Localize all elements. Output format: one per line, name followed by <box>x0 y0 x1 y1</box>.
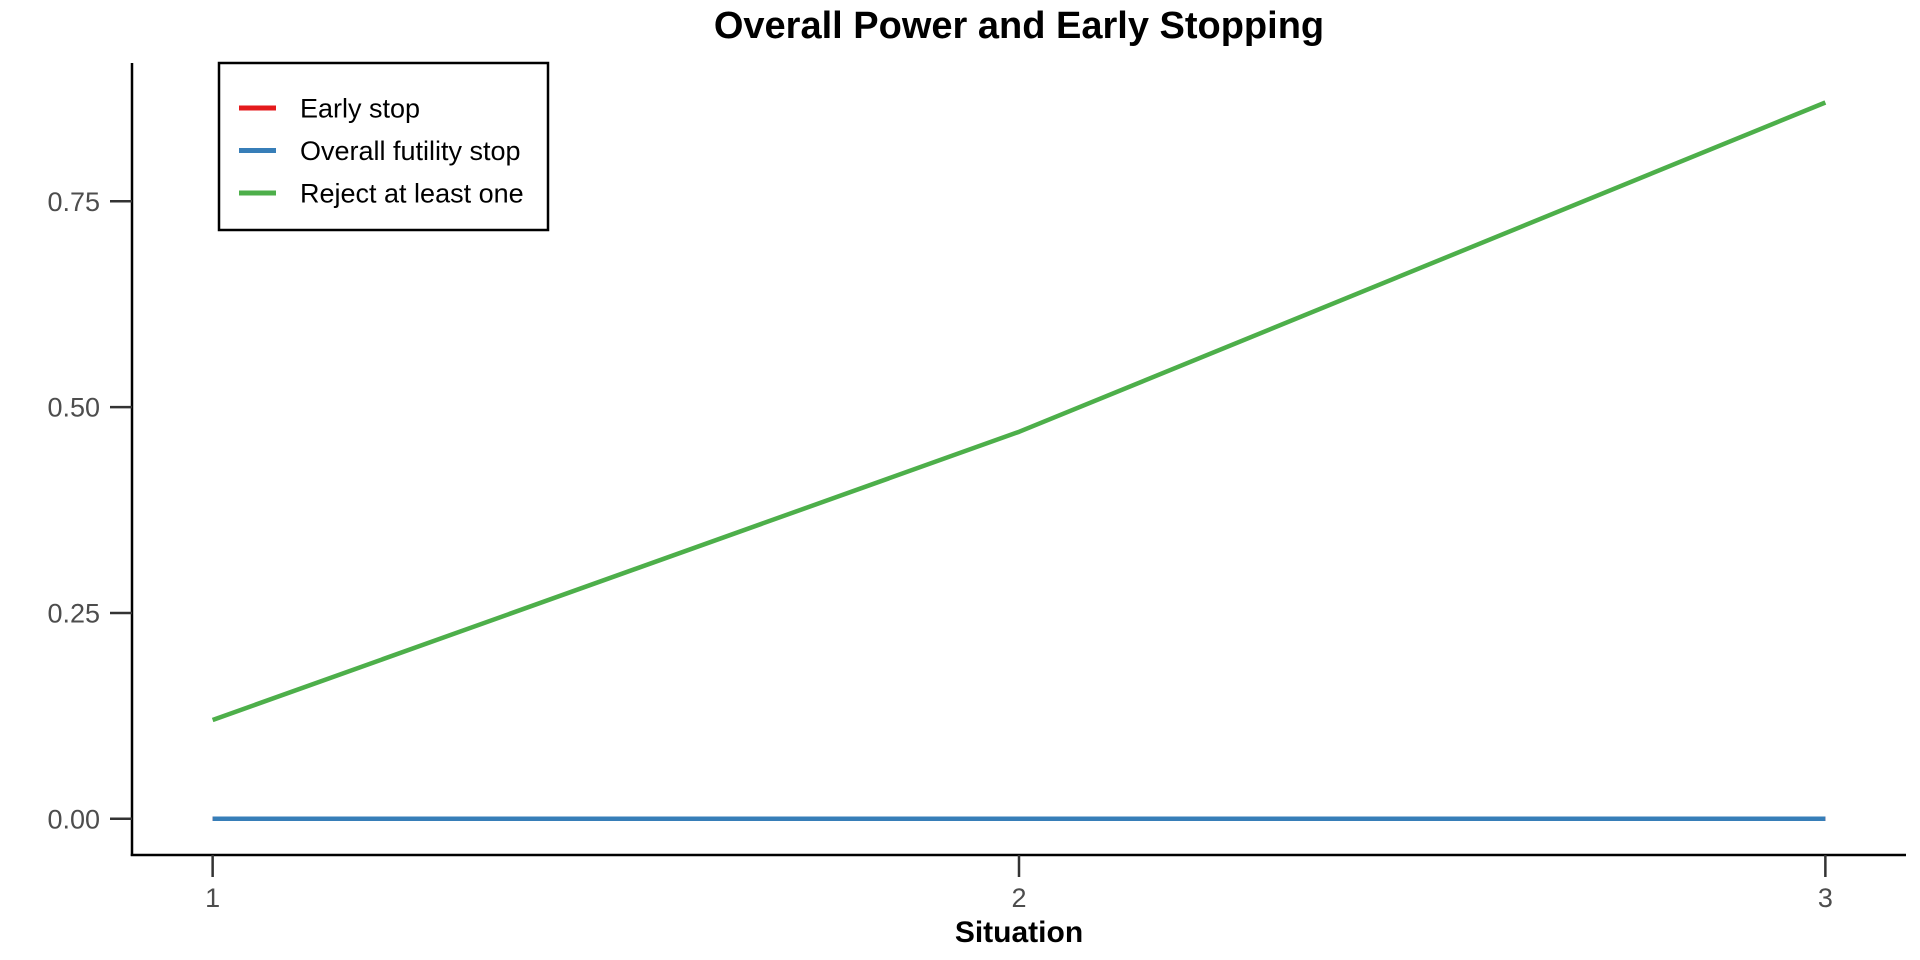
legend-box <box>217 61 550 232</box>
chart-title: Overall Power and Early Stopping <box>714 5 1324 47</box>
x-axis-title: Situation <box>955 916 1083 949</box>
legend-item-label: Reject at least one <box>300 179 524 209</box>
series-line <box>211 100 1827 723</box>
x-tick-label: 1 <box>205 883 220 913</box>
y-tick-label: 0.75 <box>47 187 100 217</box>
tick-marks: 0.00 0.25 0.50 0.75 1 2 3 <box>47 187 1832 913</box>
y-tick-label: 0.00 <box>47 804 100 834</box>
legend: Early stop Overall futility stop Reject at… <box>217 61 550 232</box>
x-tick-label: 2 <box>1011 883 1026 913</box>
legend-item-label: Overall futility stop <box>300 136 521 166</box>
legend-items: Early stop Overall futility stop Reject at… <box>239 94 524 209</box>
y-tick-label: 0.50 <box>47 393 100 423</box>
legend-item-label: Early stop <box>300 94 420 124</box>
y-tick-label: 0.25 <box>47 598 100 628</box>
x-tick-label: 3 <box>1818 883 1833 913</box>
series-lines <box>211 100 1827 822</box>
